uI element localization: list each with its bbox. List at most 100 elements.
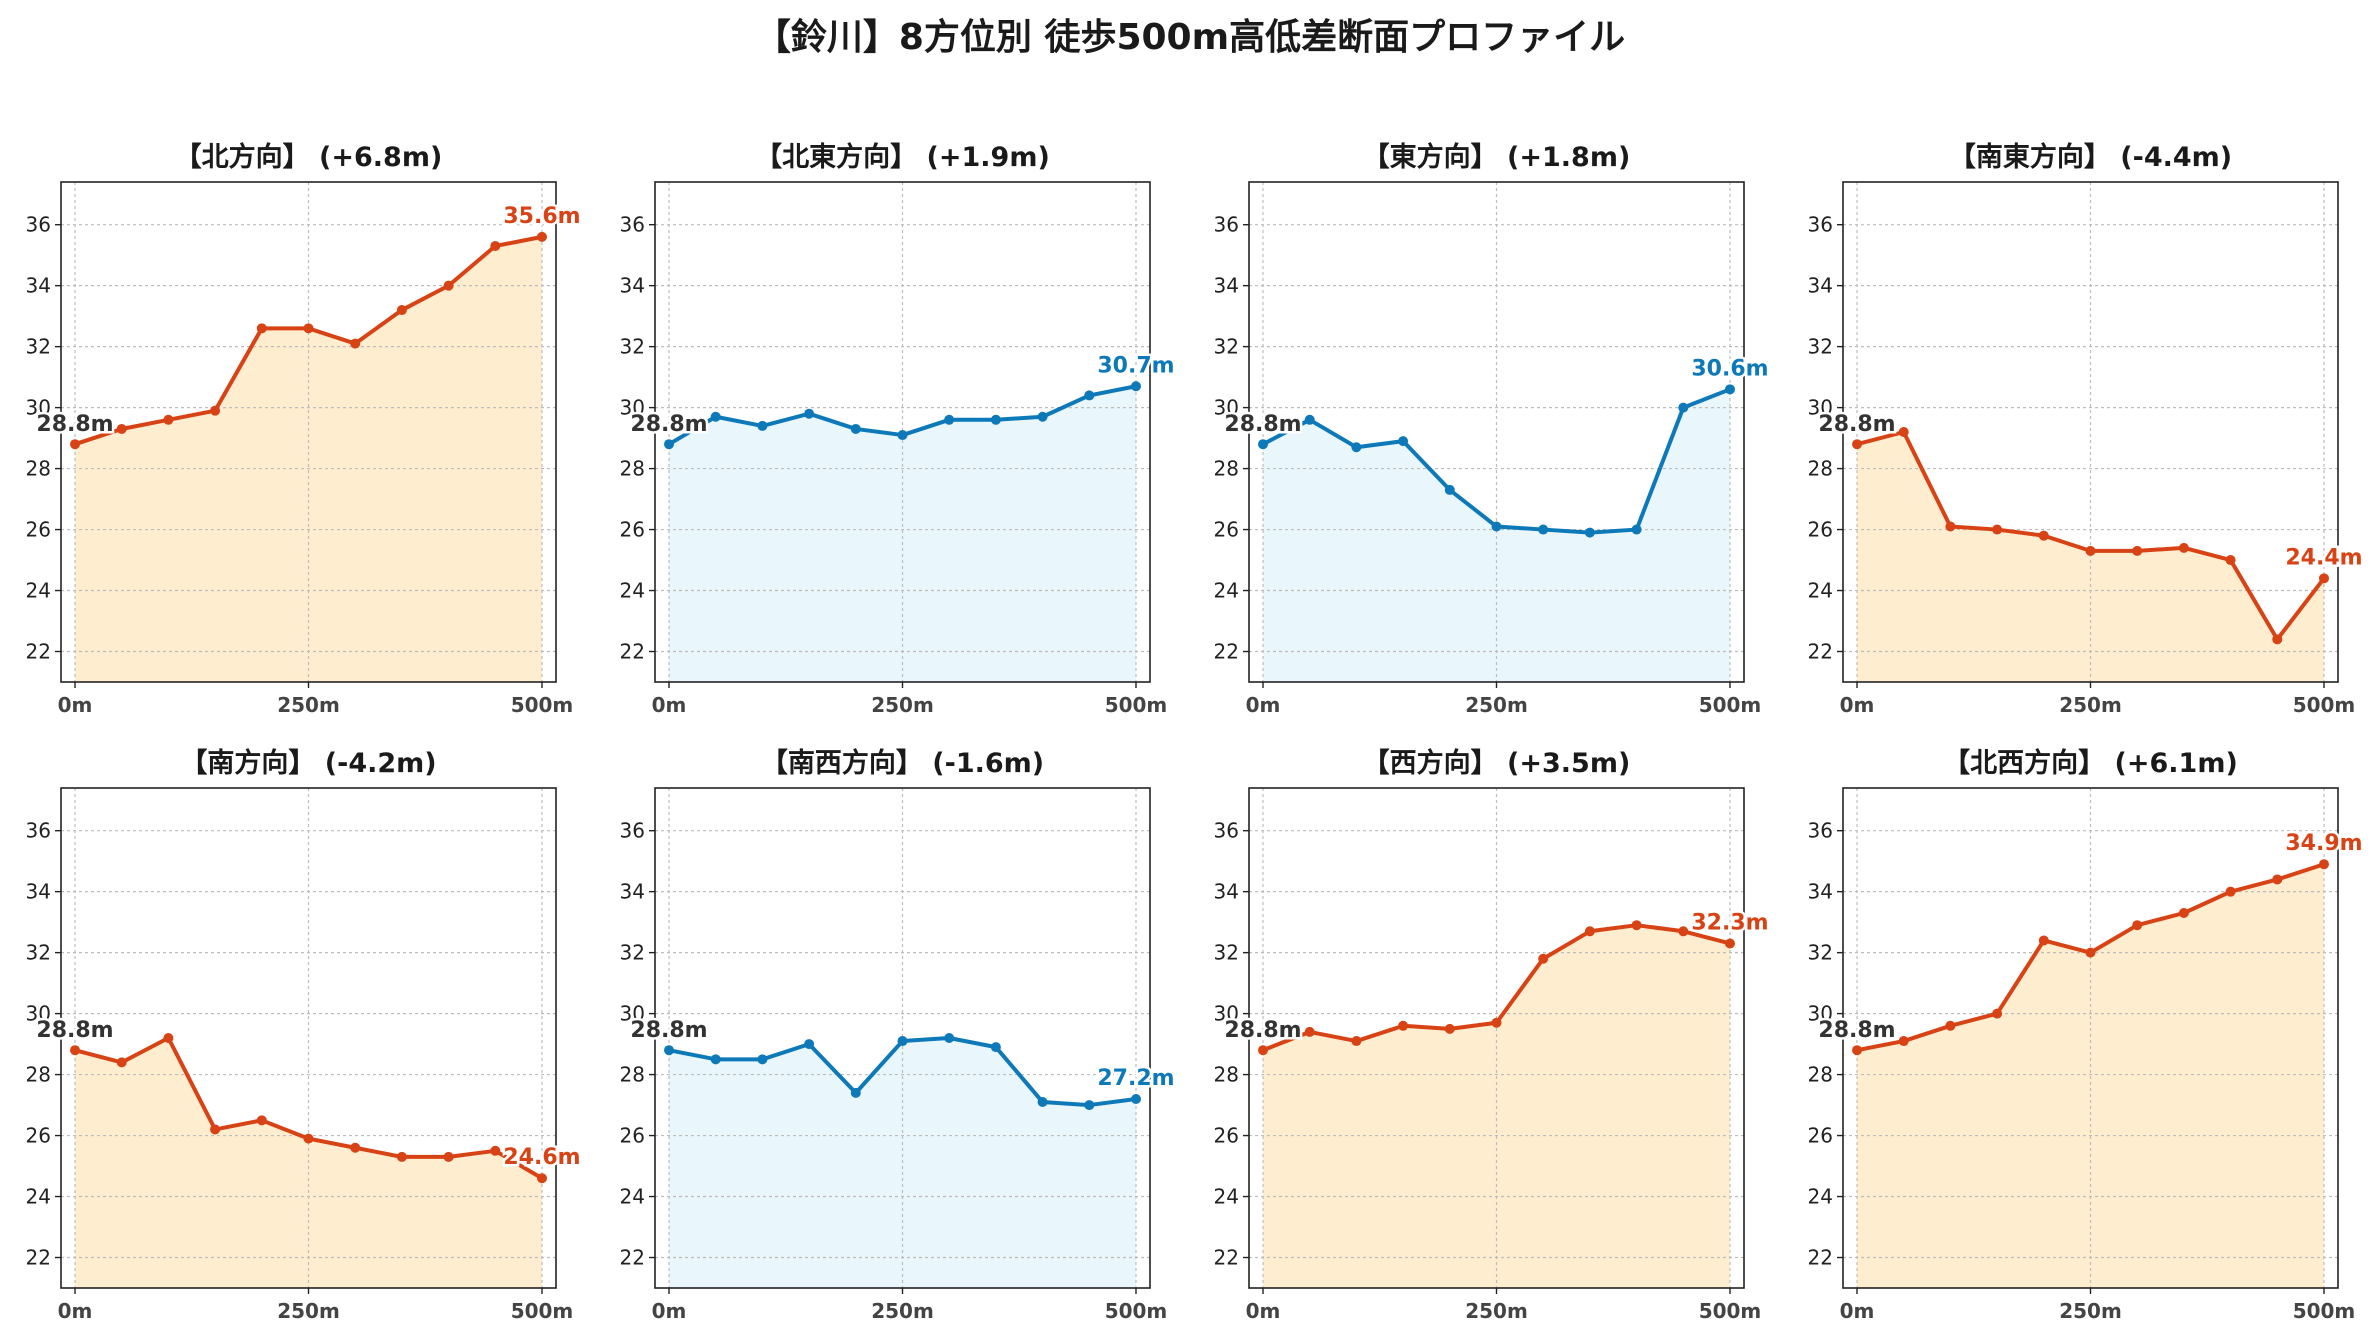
end-value-label: 27.2m	[1097, 1066, 1174, 1091]
x-tick-label: 500m	[511, 693, 574, 717]
data-point	[1898, 1036, 1909, 1047]
data-point	[303, 1133, 314, 1144]
x-tick-label: 0m	[1840, 1299, 1875, 1323]
data-point	[490, 241, 501, 252]
data-point	[804, 408, 815, 419]
y-tick-label: 28	[1808, 457, 1833, 481]
data-point	[2178, 542, 2189, 553]
data-point	[350, 338, 361, 349]
chart-panel: 【東方向】 (+1.8m) 22 24 26 28 30 32 34 36 0m 250m 500m 2…	[1214, 141, 1772, 717]
data-point	[116, 423, 127, 434]
y-tick-label: 28	[1214, 457, 1239, 481]
end-value-label: 35.6m	[503, 204, 580, 229]
data-point	[1258, 1045, 1269, 1056]
data-point	[443, 280, 454, 291]
data-point	[1852, 1045, 1863, 1056]
x-tick-label: 0m	[652, 1299, 687, 1323]
data-point	[350, 1142, 361, 1153]
x-tick-label: 0m	[652, 693, 687, 717]
data-point	[664, 1045, 675, 1056]
y-tick-label: 26	[1214, 518, 1239, 542]
area-fill	[669, 386, 1136, 682]
figure-title: 【鈴川】8方位別 徒歩500m高低差断面プロファイル	[754, 17, 1626, 58]
data-point	[1037, 411, 1048, 422]
data-point	[2085, 545, 2096, 556]
y-tick-label: 30	[26, 1002, 51, 1026]
data-point	[536, 1173, 547, 1184]
x-tick-label: 250m	[1465, 693, 1528, 717]
data-point	[2272, 874, 2283, 885]
y-tick-label: 26	[1808, 518, 1833, 542]
data-point	[536, 231, 547, 242]
end-value-label: 34.9m	[2285, 831, 2362, 856]
data-point	[1398, 436, 1409, 447]
y-tick-label: 36	[1808, 819, 1833, 843]
chart-panel: 【西方向】 (+3.5m) 22 24 26 28 30 32 34 36 0m 250m 500m 2…	[1214, 747, 1772, 1323]
y-tick-label: 34	[1808, 880, 1833, 904]
y-tick-label: 34	[26, 880, 51, 904]
end-value-label: 24.6m	[503, 1145, 580, 1170]
x-tick-label: 500m	[1105, 1299, 1168, 1323]
y-tick-label: 26	[26, 1124, 51, 1148]
data-point	[2038, 935, 2049, 946]
data-point	[990, 1042, 1001, 1053]
chart-panel: 【南西方向】 (-1.6m) 22 24 26 28 30 32 34 36 0m 250m 500m…	[620, 747, 1178, 1323]
y-tick-label: 30	[1214, 1002, 1239, 1026]
start-value-label: 28.8m	[630, 412, 707, 437]
data-point	[2038, 530, 2049, 541]
data-point	[2272, 634, 2283, 645]
y-tick-label: 24	[1214, 579, 1239, 603]
y-tick-label: 22	[26, 640, 51, 664]
y-tick-label: 24	[26, 1185, 51, 1209]
x-tick-label: 250m	[871, 1299, 934, 1323]
x-tick-label: 250m	[871, 693, 934, 717]
data-point	[210, 1124, 221, 1135]
end-value-label: 32.3m	[1691, 910, 1768, 935]
data-point	[757, 1054, 768, 1065]
x-tick-label: 0m	[58, 693, 93, 717]
chart-panel: 【北西方向】 (+6.1m) 22 24 26 28 30 32 34 36 0m 250m 500m…	[1808, 747, 2366, 1323]
data-point	[1538, 524, 1549, 535]
x-tick-label: 500m	[1699, 1299, 1762, 1323]
y-tick-label: 32	[1808, 335, 1833, 359]
data-point	[664, 439, 675, 450]
panel-title: 【東方向】 (+1.8m)	[1363, 141, 1631, 173]
y-tick-label: 28	[26, 457, 51, 481]
y-tick-label: 32	[1214, 335, 1239, 359]
data-point	[2318, 859, 2329, 870]
data-point	[2225, 886, 2236, 897]
data-point	[1945, 521, 1956, 532]
y-tick-label: 26	[1214, 1124, 1239, 1148]
x-tick-label: 500m	[2293, 1299, 2356, 1323]
data-point	[256, 1115, 267, 1126]
y-tick-label: 36	[1214, 819, 1239, 843]
y-tick-label: 28	[620, 1063, 645, 1087]
data-point	[897, 1036, 908, 1047]
y-tick-label: 30	[1808, 396, 1833, 420]
data-point	[1631, 524, 1642, 535]
data-point	[1258, 439, 1269, 450]
data-point	[1444, 484, 1455, 495]
x-tick-label: 500m	[1105, 693, 1168, 717]
data-point	[2225, 555, 2236, 566]
y-tick-label: 36	[620, 819, 645, 843]
data-point	[1538, 953, 1549, 964]
data-point	[1084, 390, 1095, 401]
data-point	[1304, 1026, 1315, 1037]
x-tick-label: 250m	[2059, 693, 2122, 717]
y-tick-label: 36	[26, 819, 51, 843]
y-tick-label: 36	[26, 213, 51, 237]
data-point	[490, 1145, 501, 1156]
y-tick-label: 30	[1808, 1002, 1833, 1026]
y-tick-label: 26	[620, 518, 645, 542]
panel-title: 【南西方向】 (-1.6m)	[761, 747, 1044, 779]
data-point	[1678, 402, 1689, 413]
data-point	[116, 1057, 127, 1068]
x-tick-label: 250m	[1465, 1299, 1528, 1323]
chart-panel: 【南方向】 (-4.2m) 22 24 26 28 30 32 34 36 0m 250m 500m 2…	[26, 747, 584, 1323]
panel-title: 【南方向】 (-4.2m)	[180, 747, 436, 779]
data-point	[1852, 439, 1863, 450]
y-tick-label: 24	[620, 1185, 645, 1209]
chart-panel: 【南東方向】 (-4.4m) 22 24 26 28 30 32 34 36 0m 250m 500m…	[1808, 141, 2366, 717]
data-point	[1992, 524, 2003, 535]
